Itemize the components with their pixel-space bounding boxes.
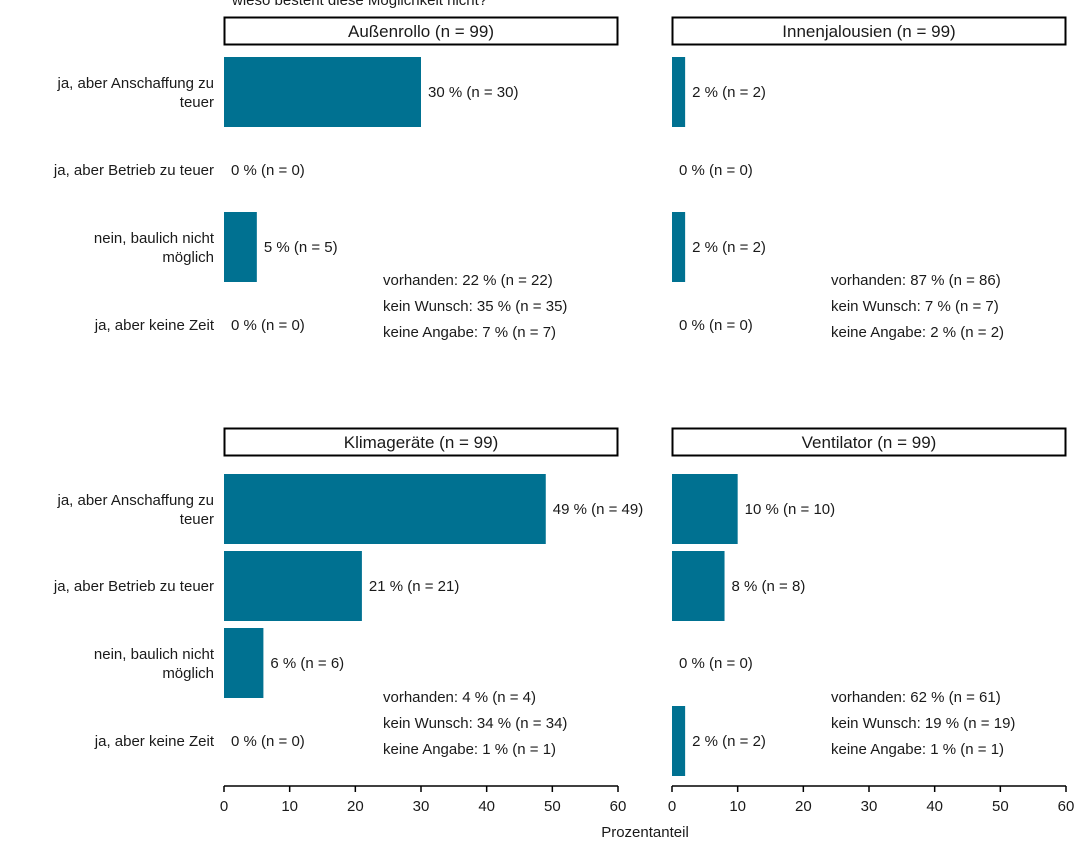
panel: Klimageräte (n = 99) 49 % (n = 49) 21 % (n…: [223, 427, 643, 758]
x-axis: 0 10 20 30 40 50 60: [668, 785, 1074, 815]
bar-value-label: 5 % (n = 5): [264, 239, 338, 256]
x-tick-label: 50: [992, 798, 1009, 815]
x-tick-label: 10: [729, 798, 746, 815]
bar: [672, 706, 686, 776]
panel-note: keine Angabe: 1 % (n = 1): [831, 741, 1004, 758]
panel-header-box: [223, 16, 619, 46]
panel-header-box: [671, 16, 1067, 46]
bar: [224, 551, 362, 621]
bar-value-label: 2 % (n = 2): [692, 84, 766, 101]
panel-note: kein Wunsch: 34 % (n = 34): [383, 715, 567, 732]
x-axis-title: Prozentanteil: [601, 824, 689, 841]
panel: Außenrollo (n = 99) 30 % (n = 30) 0 % (n =…: [223, 16, 619, 341]
bar: [224, 57, 421, 127]
category-label: nein, baulich nicht möglich: [94, 230, 215, 266]
chart-panels: ja, aber Anschaffung zu teuer ja, aber Bet…: [53, 16, 1074, 815]
panel-note: kein Wunsch: 7 % (n = 7): [831, 298, 999, 315]
x-tick-label: 50: [544, 798, 561, 815]
bar-value-label: 0 % (n = 0): [231, 733, 305, 750]
panel-note: keine Angabe: 1 % (n = 1): [383, 741, 556, 758]
bar: [224, 628, 264, 698]
bar: [224, 474, 546, 544]
panel-header-title: Ventilator (n = 99): [802, 433, 937, 452]
panel-note: vorhanden: 62 % (n = 61): [831, 689, 1001, 706]
category-label: ja, aber Anschaffung zu teuer: [56, 75, 214, 111]
bar-value-label: 0 % (n = 0): [679, 655, 753, 672]
category-label-line: ja, aber Anschaffung zu: [56, 492, 214, 509]
category-label-line: möglich: [162, 665, 214, 682]
category-label-line: teuer: [180, 511, 214, 528]
bar: [672, 212, 686, 282]
category-label-line: nein, baulich nicht: [94, 230, 215, 247]
category-label-line: ja, aber Anschaffung zu: [56, 75, 214, 92]
bar: [224, 212, 257, 282]
x-tick-label: 40: [478, 798, 495, 815]
bar: [672, 551, 725, 621]
x-axis: 0 10 20 30 40 50 60: [220, 785, 627, 815]
category-label: nein, baulich nicht möglich: [94, 646, 215, 682]
x-tick-label: 20: [347, 798, 364, 815]
bar-value-label: 2 % (n = 2): [692, 733, 766, 750]
bar: [672, 57, 686, 127]
x-tick-label: 30: [413, 798, 430, 815]
bar-value-label: 49 % (n = 49): [553, 501, 643, 518]
bar-value-label: 10 % (n = 10): [745, 501, 835, 518]
bar-value-label: 0 % (n = 0): [679, 162, 753, 179]
panel-header-title: Innenjalousien (n = 99): [782, 22, 955, 41]
panel-note: vorhanden: 4 % (n = 4): [383, 689, 536, 706]
panel-header-title: Klimageräte (n = 99): [344, 433, 499, 452]
bar-value-label: 0 % (n = 0): [231, 162, 305, 179]
bar-value-label: 2 % (n = 2): [692, 239, 766, 256]
panel-header-box: [223, 427, 619, 457]
x-tick-label: 10: [281, 798, 298, 815]
bar-value-label: 30 % (n = 30): [428, 84, 518, 101]
category-label-line: nein, baulich nicht: [94, 646, 215, 663]
bar-value-label: 21 % (n = 21): [369, 578, 459, 595]
x-tick-label: 40: [926, 798, 943, 815]
panel-header-box: [671, 427, 1067, 457]
bar-value-label: 0 % (n = 0): [679, 317, 753, 334]
panel-note: kein Wunsch: 19 % (n = 19): [831, 715, 1015, 732]
category-label-line: teuer: [180, 94, 214, 111]
bar-value-label: 6 % (n = 6): [270, 655, 344, 672]
chart-title: wieso besteht diese Möglichkeit nicht?: [231, 0, 487, 9]
category-label: ja, aber Betrieb zu teuer: [53, 578, 214, 595]
category-label-line: möglich: [162, 249, 214, 266]
bar: [672, 474, 738, 544]
panel-note: keine Angabe: 7 % (n = 7): [383, 324, 556, 341]
x-tick-label: 60: [1058, 798, 1074, 815]
category-label: ja, aber keine Zeit: [94, 733, 215, 750]
panel: Innenjalousien (n = 99) 2 % (n = 2) 0 % (n…: [671, 16, 1067, 341]
bar-value-label: 0 % (n = 0): [231, 317, 305, 334]
x-tick-label: 0: [220, 798, 228, 815]
category-label: ja, aber Anschaffung zu teuer: [56, 492, 214, 528]
panel: Ventilator (n = 99) 10 % (n = 10) 8 % (n =…: [671, 427, 1067, 776]
category-label: ja, aber keine Zeit: [94, 317, 215, 334]
x-tick-label: 20: [795, 798, 812, 815]
panel-note: kein Wunsch: 35 % (n = 35): [383, 298, 567, 315]
x-tick-label: 0: [668, 798, 676, 815]
x-tick-label: 30: [861, 798, 878, 815]
panel-header-title: Außenrollo (n = 99): [348, 22, 494, 41]
x-tick-label: 60: [610, 798, 627, 815]
panel-note: keine Angabe: 2 % (n = 2): [831, 324, 1004, 341]
bar-value-label: 8 % (n = 8): [732, 578, 806, 595]
panel-note: vorhanden: 22 % (n = 22): [383, 272, 553, 289]
panel-note: vorhanden: 87 % (n = 86): [831, 272, 1001, 289]
category-label: ja, aber Betrieb zu teuer: [53, 162, 214, 179]
